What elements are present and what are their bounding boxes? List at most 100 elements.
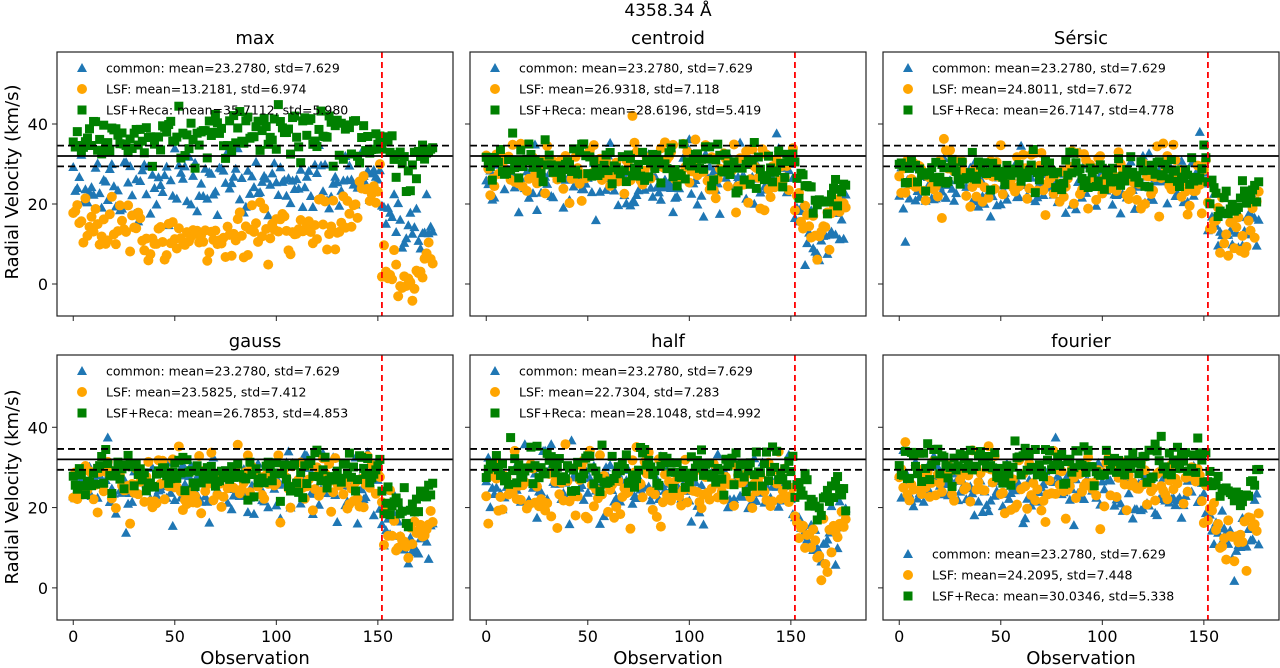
point-lsf-reca	[589, 156, 599, 166]
point-lsf-reca	[156, 145, 166, 155]
point-lsf	[588, 501, 599, 512]
point-common	[311, 167, 322, 177]
point-lsf-reca	[717, 474, 727, 484]
point-lsf-reca	[998, 478, 1008, 488]
point-lsf-reca	[585, 451, 595, 461]
point-lsf-reca	[709, 470, 719, 480]
point-lsf-reca	[125, 134, 135, 144]
point-lsf	[1018, 149, 1029, 160]
x-tick-label: 0	[68, 627, 78, 646]
point-lsf-reca	[359, 121, 369, 131]
point-lsf-reca	[243, 112, 253, 122]
point-lsf-reca	[251, 464, 261, 474]
point-lsf-reca	[908, 449, 918, 459]
point-lsf	[114, 200, 125, 211]
x-tick-label: 50	[165, 627, 185, 646]
point-lsf-reca	[284, 124, 294, 134]
point-common	[714, 208, 725, 218]
point-lsf-reca	[1010, 436, 1020, 446]
plot-area	[883, 355, 1279, 620]
point-lsf-reca	[180, 486, 190, 496]
point-common	[267, 168, 278, 178]
point-lsf	[682, 146, 693, 157]
point-lsf	[387, 274, 398, 285]
point-lsf-reca	[741, 487, 751, 497]
point-lsf-reca	[312, 445, 322, 455]
point-lsf	[409, 283, 420, 294]
point-common	[1152, 510, 1163, 520]
point-lsf	[344, 208, 355, 219]
point-lsf	[275, 517, 286, 528]
point-lsf-reca	[951, 166, 961, 176]
point-lsf	[1172, 478, 1183, 489]
point-lsf-reca	[824, 197, 834, 207]
point-lsf-reca	[485, 161, 495, 171]
point-common	[204, 517, 215, 527]
point-common	[594, 518, 605, 528]
point-lsf	[1083, 203, 1094, 214]
x-tick-label: 150	[776, 627, 807, 646]
point-lsf-reca	[109, 471, 119, 481]
point-common	[313, 499, 324, 509]
point-lsf-reca	[204, 116, 214, 126]
point-common	[1176, 512, 1187, 522]
point-lsf-reca	[1215, 491, 1225, 501]
point-lsf-reca	[526, 442, 536, 452]
legend-marker-triangle-icon	[490, 63, 500, 72]
point-lsf	[125, 518, 136, 529]
point-common	[423, 553, 434, 563]
point-lsf-reca	[579, 469, 589, 479]
point-common	[822, 534, 833, 544]
point-lsf-reca	[80, 490, 90, 500]
point-common	[1213, 240, 1224, 250]
point-lsf	[1162, 494, 1173, 505]
legend-marker-circle-icon	[490, 84, 500, 94]
point-lsf-reca	[524, 139, 534, 149]
point-lsf-reca	[640, 445, 650, 455]
point-common	[523, 192, 534, 202]
point-lsf	[1060, 513, 1071, 524]
point-lsf	[423, 237, 434, 248]
series-lsf-reca	[481, 128, 851, 219]
point-lsf-reca	[772, 446, 782, 456]
point-lsf-reca	[149, 139, 159, 149]
point-lsf-reca	[263, 457, 273, 467]
point-lsf-reca	[711, 155, 721, 165]
y-tick-label: 0	[38, 275, 48, 294]
point-lsf-reca	[385, 510, 395, 520]
point-lsf-reca	[324, 111, 334, 121]
point-lsf-reca	[739, 472, 749, 482]
point-lsf	[808, 524, 819, 535]
point-lsf-reca	[786, 467, 796, 477]
point-lsf-reca	[1158, 170, 1168, 180]
point-lsf-reca	[1055, 461, 1065, 471]
point-lsf-reca	[1020, 443, 1030, 453]
point-lsf-reca	[984, 167, 994, 177]
point-lsf-reca	[745, 458, 755, 468]
point-lsf-reca	[1018, 451, 1028, 461]
point-lsf-reca	[935, 172, 945, 182]
point-lsf-reca	[255, 145, 265, 155]
point-lsf	[540, 188, 551, 199]
point-lsf-reca	[137, 136, 147, 146]
point-common	[1105, 475, 1116, 485]
point-lsf-reca	[391, 493, 401, 503]
point-common	[368, 164, 379, 174]
point-lsf-reca	[996, 166, 1006, 176]
point-lsf	[72, 200, 83, 211]
point-lsf-reca	[933, 444, 943, 454]
point-common	[737, 491, 748, 501]
legend-entry: LSF+Reca: mean=28.6196, std=5.419	[519, 103, 761, 118]
point-common	[179, 479, 190, 489]
point-lsf-reca	[156, 468, 166, 478]
y-tick-label: 20	[28, 499, 48, 518]
point-lsf-reca	[939, 163, 949, 173]
point-common	[613, 200, 624, 210]
point-lsf-reca	[200, 126, 210, 136]
legend-entry: common: mean=23.2780, std=7.629	[932, 547, 1166, 562]
point-lsf-reca	[1045, 446, 1055, 456]
point-lsf-reca	[1211, 188, 1221, 198]
point-lsf-reca	[243, 495, 253, 505]
point-lsf-reca	[1156, 431, 1166, 441]
legend-marker-square-icon	[490, 408, 500, 418]
